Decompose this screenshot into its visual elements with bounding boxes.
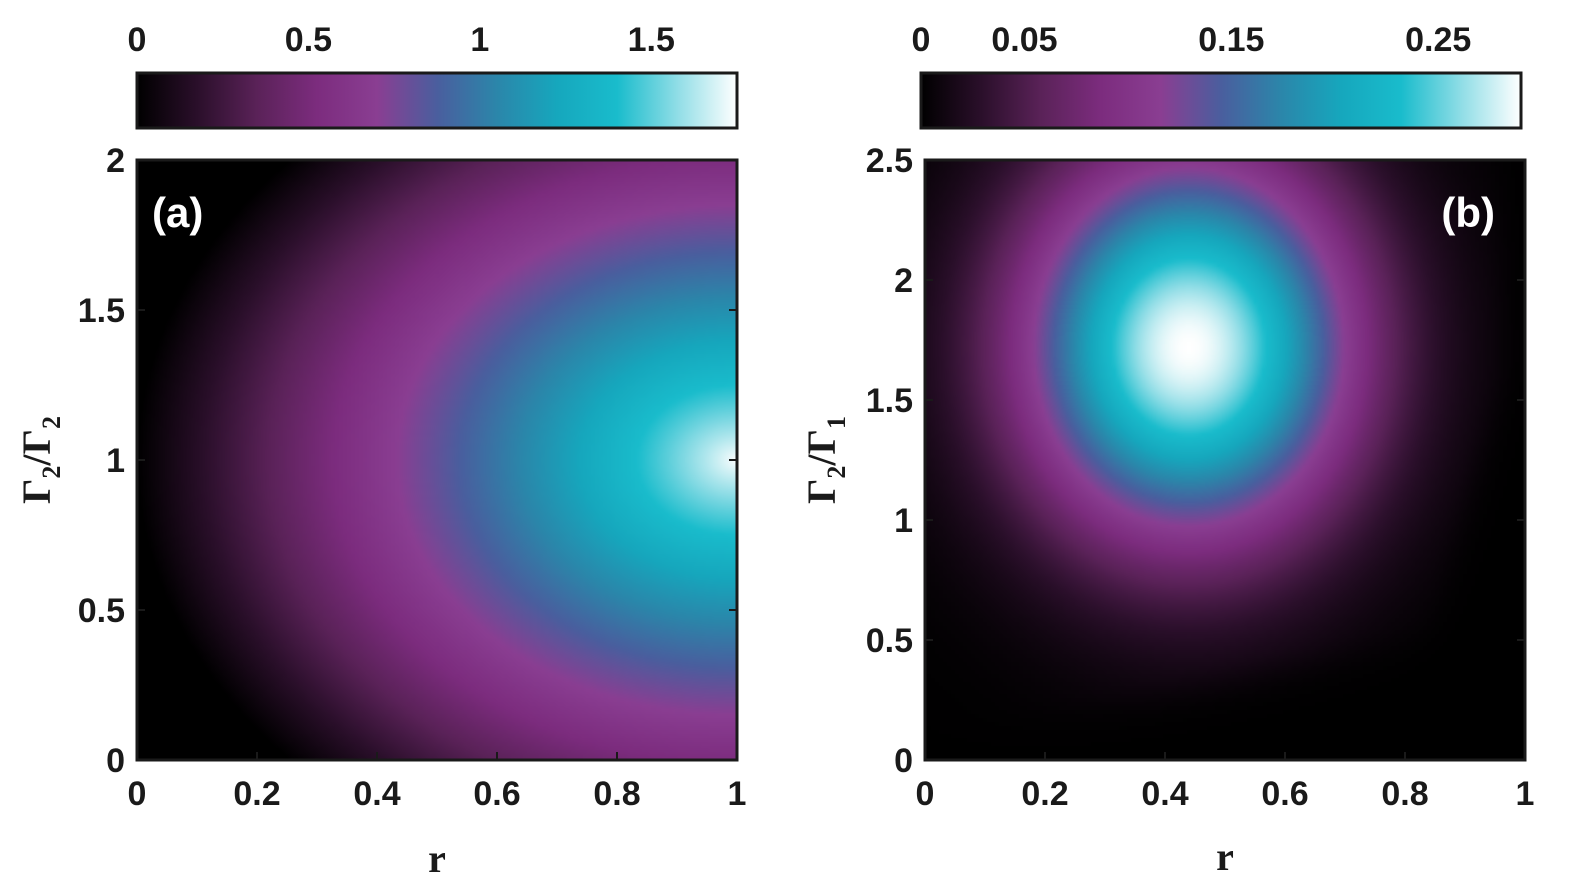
axis-a-xtick-label: 0.8 <box>593 775 640 813</box>
axis-a-xtick-label: 0.2 <box>233 775 280 813</box>
y-axis-label-a-gamma1: Γ <box>14 479 59 504</box>
colorbar-a: 0 0.5 1 1.5 <box>128 21 739 130</box>
colorbar-b: 0 0.05 0.15 0.25 <box>912 21 1523 130</box>
axis-b-ytick-label: 2.5 <box>866 142 913 180</box>
colorbar-b-tick-label: 0.15 <box>1198 21 1264 59</box>
colorbar-b-ticks: 0 0.05 0.15 0.25 <box>912 21 1472 59</box>
colorbar-a-tick-label: 1 <box>470 21 489 59</box>
axis-a-ytick-label: 0.5 <box>78 592 125 630</box>
x-axis-label-b: r <box>1216 834 1234 879</box>
y-axis-label-b-sub1: 2 <box>822 466 851 479</box>
y-axis-label-b: Γ2/Γ1 <box>799 416 851 504</box>
colorbar-a-frame <box>135 71 739 130</box>
axis-a-xtick-label: 0.6 <box>473 775 520 813</box>
axis-a-ytick-label: 1.5 <box>78 292 125 330</box>
panel-a-label: (a) <box>152 189 203 236</box>
panel-b-label: (b) <box>1441 189 1495 236</box>
y-axis-label-b-gamma1: Γ <box>799 479 844 504</box>
axis-b-ytick-label: 2 <box>894 262 913 300</box>
axis-b-xtick-label: 0 <box>916 775 935 813</box>
axis-a-xtick-label: 0.4 <box>353 775 400 813</box>
heatmap-b <box>925 160 1525 760</box>
panel-a: 0 0.5 1 1.5 0 0.2 0.4 0.6 0.8 1 0 0.5 1 1.5 2 (a) r Γ… <box>14 21 746 881</box>
colorbar-b-frame <box>919 71 1523 130</box>
axis-a-ytick-label: 0 <box>106 742 125 780</box>
axis-a-xtick-label: 0 <box>128 775 147 813</box>
axis-a-ytick-label: 2 <box>106 142 125 180</box>
y-axis-label-a: Γ2/Γ2 <box>14 416 66 504</box>
axis-a-xtick-label: 1 <box>728 775 747 813</box>
axis-b-xtick-label: 0.2 <box>1021 775 1068 813</box>
axis-b-ytick-label: 1 <box>894 502 913 540</box>
axes-a: 0 0.2 0.4 0.6 0.8 1 0 0.5 1 1.5 2 <box>78 142 747 813</box>
axes-b: 0 0.2 0.4 0.6 0.8 1 0 0.5 1 1.5 2 2.5 <box>866 142 1535 813</box>
y-axis-label-a-gamma2: Γ <box>14 429 59 454</box>
colorbar-b-tick-label: 0.25 <box>1405 21 1471 59</box>
colorbar-a-tick-label: 1.5 <box>628 21 675 59</box>
plot-b-frame <box>923 158 1527 762</box>
colorbar-b-tick-label: 0 <box>912 21 931 59</box>
colorbar-b-bar <box>921 73 1521 128</box>
axis-b-xtick-label: 1 <box>1516 775 1535 813</box>
axis-b-ytick-label: 1.5 <box>866 382 913 420</box>
axis-b-ytick-label: 0 <box>894 742 913 780</box>
heatmap-a <box>137 160 737 760</box>
colorbar-b-tick-label: 0.05 <box>991 21 1057 59</box>
axis-a-ytick-label: 1 <box>106 442 125 480</box>
y-axis-label-a-sub2: 2 <box>37 416 66 429</box>
axis-b-xtick-label: 0.8 <box>1381 775 1428 813</box>
x-axis-label-a: r <box>428 836 446 881</box>
panel-b: 0 0.05 0.15 0.25 0 0.2 0.4 0.6 0.8 1 0 0.5 1 1.5 2 2.5… <box>799 21 1534 879</box>
colorbar-a-tick-label: 0 <box>128 21 147 59</box>
y-axis-label-b-gamma2: Γ <box>799 429 844 454</box>
y-axis-label-a-sub1: 2 <box>37 466 66 479</box>
y-axis-label-b-sub2: 1 <box>822 416 851 429</box>
colorbar-a-bar <box>137 73 737 128</box>
axis-b-xtick-label: 0.4 <box>1141 775 1188 813</box>
y-axis-label-a-slash: / <box>14 454 59 467</box>
colorbar-a-tick-label: 0.5 <box>285 21 332 59</box>
axis-b-xtick-label: 0.6 <box>1261 775 1308 813</box>
axis-b-ytick-label: 0.5 <box>866 622 913 660</box>
y-axis-label-b-slash: / <box>799 454 844 467</box>
colorbar-a-ticks: 0 0.5 1 1.5 <box>128 21 675 59</box>
